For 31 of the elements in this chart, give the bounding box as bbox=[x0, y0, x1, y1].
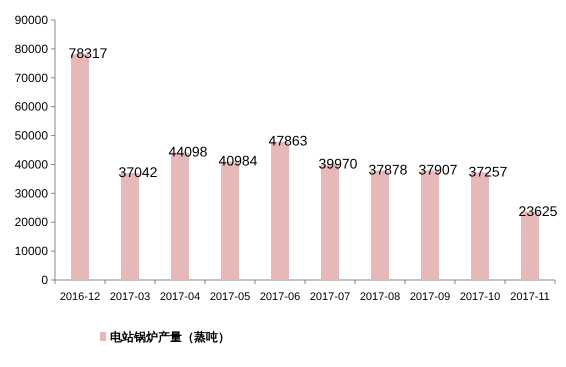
x-tick-label: 2017-07 bbox=[310, 291, 350, 303]
data-label: 37878 bbox=[368, 162, 408, 178]
y-tick-label: 70000 bbox=[14, 70, 48, 85]
y-tick-label: 20000 bbox=[14, 215, 48, 230]
y-tick-label: 10000 bbox=[14, 244, 48, 258]
y-tick-label: 60000 bbox=[14, 100, 48, 114]
x-tick-label: 2017-08 bbox=[360, 291, 400, 303]
data-label: 39970 bbox=[318, 156, 358, 172]
data-label: 37042 bbox=[118, 164, 158, 180]
data-label: 37257 bbox=[468, 163, 508, 180]
x-tick-label: 2017-04 bbox=[160, 291, 200, 303]
y-tick-label: 80000 bbox=[14, 42, 48, 56]
data-label: 23625 bbox=[518, 202, 558, 219]
x-tick-label: 2017-10 bbox=[460, 291, 500, 303]
y-tick-label: 50000 bbox=[14, 128, 48, 143]
y-tick-label: 40000 bbox=[14, 157, 48, 172]
data-label: 40984 bbox=[218, 152, 258, 169]
x-tick-label: 2017-11 bbox=[510, 291, 550, 303]
x-tick-label: 2016-12 bbox=[60, 291, 100, 303]
x-tick-label: 2017-03 bbox=[110, 291, 150, 303]
x-tick-label: 2017-05 bbox=[210, 291, 250, 303]
x-tick-label: 2017-06 bbox=[260, 291, 300, 303]
y-tick-label: 0 bbox=[41, 273, 48, 287]
data-label: 44098 bbox=[168, 144, 208, 160]
y-tick-label: 90000 bbox=[14, 13, 48, 27]
x-tick-label: 2017-09 bbox=[410, 291, 450, 303]
y-tick-label: 30000 bbox=[14, 186, 48, 200]
legend: 电站锅炉产量（蒸吨） bbox=[100, 330, 230, 344]
data-label: 37907 bbox=[418, 161, 458, 178]
data-label: 78317 bbox=[68, 44, 108, 61]
data-label: 47863 bbox=[268, 132, 308, 149]
